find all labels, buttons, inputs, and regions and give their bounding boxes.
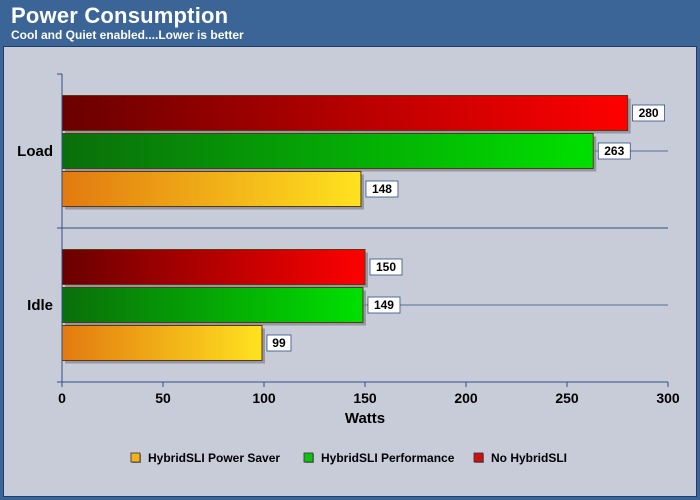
category-label: Load: [17, 143, 53, 160]
x-tick-label: 300: [656, 390, 680, 406]
bar: [61, 249, 366, 285]
data-label: 280: [639, 106, 659, 120]
legend-swatch: [303, 452, 314, 463]
x-tick-label: 200: [454, 390, 478, 406]
data-label-box: [597, 142, 631, 160]
legend-label: HybridSLI Performance: [321, 451, 455, 465]
data-label-box: [367, 296, 401, 314]
category-label: Idle: [27, 297, 53, 314]
x-tick-label: 150: [353, 390, 377, 406]
x-tick-label: 100: [252, 390, 276, 406]
data-label: 99: [272, 336, 286, 350]
x-axis-title: Watts: [345, 410, 385, 427]
chart-subtitle: Cool and Quiet enabled....Lower is bette…: [11, 28, 244, 42]
x-tick-label: 250: [555, 390, 579, 406]
data-label: 148: [372, 182, 392, 196]
data-label: 149: [374, 298, 394, 312]
data-label-box: [632, 104, 665, 122]
x-tick-label: 0: [58, 390, 66, 406]
bar: [61, 133, 594, 169]
legend-swatch: [473, 452, 484, 463]
data-label-box: [365, 180, 399, 198]
data-label-box: [266, 334, 292, 352]
data-label: 150: [376, 260, 396, 274]
legend-label: No HybridSLI: [491, 451, 567, 465]
chart-title: Power Consumption: [11, 3, 229, 28]
x-tick-label: 50: [155, 390, 171, 406]
data-label-box: [369, 258, 403, 276]
bar: [61, 287, 364, 323]
legend-label: HybridSLI Power Saver: [148, 451, 280, 465]
legend-swatch: [130, 452, 141, 463]
bar: [61, 325, 263, 361]
bar: [61, 171, 362, 207]
data-label: 263: [604, 144, 624, 158]
bar: [61, 95, 629, 131]
